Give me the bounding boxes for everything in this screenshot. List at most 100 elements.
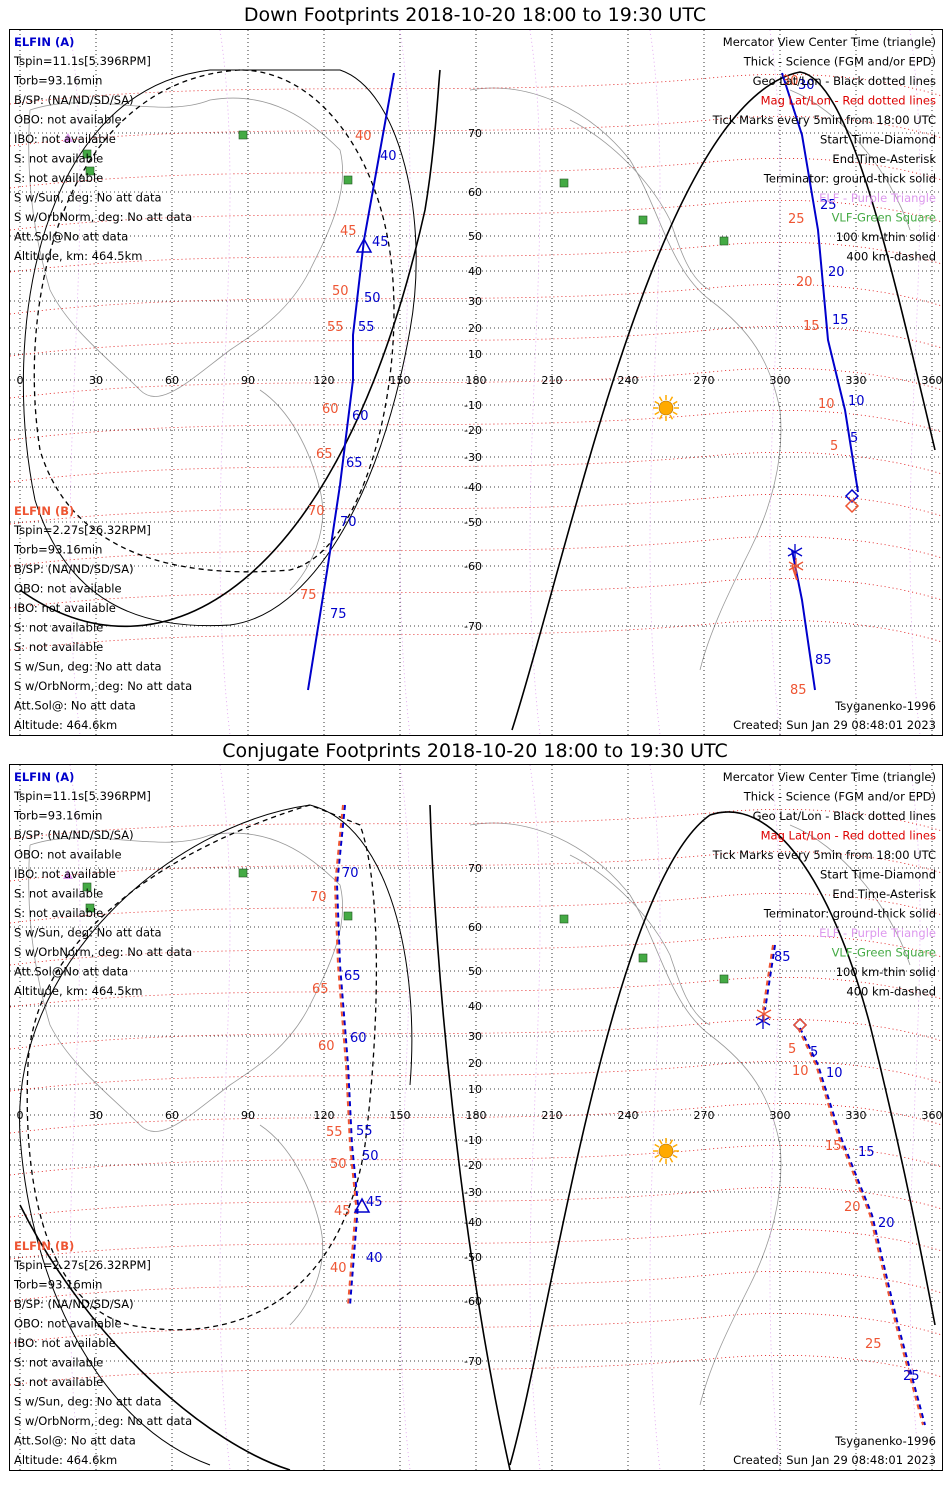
footprint-track [799,1027,926,1426]
lon-label: 210 [542,1109,563,1122]
tick-label: 20 [796,275,813,290]
vlf-station [559,178,569,188]
elfin-b-info: Att.Sol@: No att data [14,699,136,713]
elfin-b-info: Altitude: 464.6km [14,1453,117,1467]
elfin-a-info: B/SP: (NA/ND/SD/SA) [14,828,134,842]
tick-label: 60 [352,409,369,424]
tick-label: 65 [346,456,363,471]
mag-meridians [69,30,921,735]
lat-label: -40 [464,481,482,494]
start-time-diamond [792,1017,808,1033]
tick-label: 40 [330,1261,347,1276]
start-time-diamond [844,498,860,514]
elfin-b-info: S w/Sun, deg: No att data [14,660,162,674]
lat-label: 60 [468,186,482,199]
tick-label: 45 [366,1195,383,1210]
elf-station [63,133,73,142]
lat-label: 20 [468,1057,482,1070]
lon-label: 210 [542,374,563,387]
legend-item: Mercator View Center Time (triangle) [723,770,936,784]
lon-label: 240 [618,374,639,387]
elfin-a-info: S: not available [14,906,103,920]
elfin-b-info: S: not available [14,640,103,654]
elfin-a-info: Att.Sol@No att data [14,230,128,244]
lat-label: -60 [464,560,482,573]
tick-label: 45 [334,1204,351,1219]
elfin-a-info: Tspin=11.1s[5.396RPM] [13,54,151,68]
lon-label: 270 [694,1109,715,1122]
elfin-a-info: S w/Sun, deg: No att data [14,926,162,940]
elfin-b-info: Att.Sol@: No att data [14,1434,136,1448]
legend-item: 100 km-thin solid [836,965,936,979]
tick-label: 85 [774,950,791,965]
tick-label: 70 [340,515,357,530]
vlf-station [85,166,95,176]
lat-label: 30 [468,1030,482,1043]
end-time-asterisk [755,1013,771,1029]
tick-label: 50 [332,284,349,299]
tick-label: 25 [788,212,805,227]
end-time-asterisk [756,1006,772,1022]
elfin-b-info: IBO: not available [14,1336,116,1350]
terminator-right [509,811,936,1466]
tick-label: 25 [903,1369,920,1384]
elfin-b-info: Tspin=2.27s[26.32RPM] [13,1258,151,1272]
elfin-b-info: B/SP: (NA/ND/SD/SA) [14,1297,134,1311]
lon-label: 150 [390,1109,411,1122]
vlf-station [238,868,248,878]
tick-label: 50 [364,291,381,306]
legend-item: Thick - Science (FGM and/or EPD) [743,55,936,69]
map-canvas: 0 30 60 90 120 150 180 210 240 270 300 330 360706050… [10,30,942,735]
elfin-b-info: Torb=93.16min [13,1278,102,1292]
tick-label: 20 [844,1200,861,1215]
lon-label: 240 [618,1109,639,1122]
lon-label: 300 [770,1109,791,1122]
lon-label: 270 [694,374,715,387]
elfin-b-info: S: not available [14,1375,103,1389]
lon-label: 30 [89,1109,103,1122]
legend-item: Start Time-Diamond [820,868,936,882]
legend-item: Terminator: ground-thick solid [763,907,936,921]
model-label: Tsyganenko-1996 [834,1434,936,1448]
vlf-station [719,236,729,246]
end-time-asterisk [788,558,804,574]
center-time-triangle [353,1197,371,1213]
tick-label: 45 [340,224,357,239]
tick-label: 30 [798,78,815,93]
lon-label: 360 [922,374,943,387]
tick-label: 70 [342,866,359,881]
legend-item: Tick Marks every 5min from 18:00 UTC [712,113,936,127]
tick-label: 15 [832,313,849,328]
sun-icon [653,395,679,421]
lat-label: 70 [468,862,482,875]
elfin-a-info: Torb=93.16min [13,74,102,88]
tick-label: 55 [327,320,344,335]
footprint-track [762,944,774,1011]
lat-label: 70 [468,127,482,140]
lon-label: 360 [922,1109,943,1122]
tick-label: 25 [865,1337,882,1352]
legend-item: End Time-Asterisk [832,887,936,901]
elfin-a-info: S: not available [14,152,103,166]
elfin-a-header: ELFIN (A) [14,35,74,49]
elfin-b-info: Altitude: 464.6km [14,718,117,732]
legend-item: VLF-Green Square [832,946,936,960]
conjugate-footprints-panel: 0 30 60 90 120 150 180 210 240 270 300 330 360 70 60 50… [9,764,943,1471]
elfin-b-info: S w/Sun, deg: No att data [14,1395,162,1409]
elfin-b-info: Tspin=2.27s[26.32RPM] [13,523,151,537]
elfin-a-info: Torb=93.16min [13,809,102,823]
legend-item: 100 km-thin solid [836,230,936,244]
elfin-b-info: OBO: not available [14,582,122,596]
tick-label: 20 [828,265,845,280]
legend-item: Mag Lat/Lon - Red dotted lines [761,94,936,108]
tick-label: 15 [825,1139,842,1154]
legend-item: Tick Marks every 5min from 18:00 UTC [712,848,936,862]
bottom-panel-title: Conjugate Footprints 2018-10-20 18:00 to… [222,740,728,762]
elfin-b-header: ELFIN (B) [14,504,74,518]
vlf-station [85,903,95,913]
vlf-station [343,175,353,185]
tick-label: 10 [826,1066,843,1081]
geo-grid [10,30,942,735]
tick-label: 5 [830,439,838,454]
vlf-station [638,953,648,963]
